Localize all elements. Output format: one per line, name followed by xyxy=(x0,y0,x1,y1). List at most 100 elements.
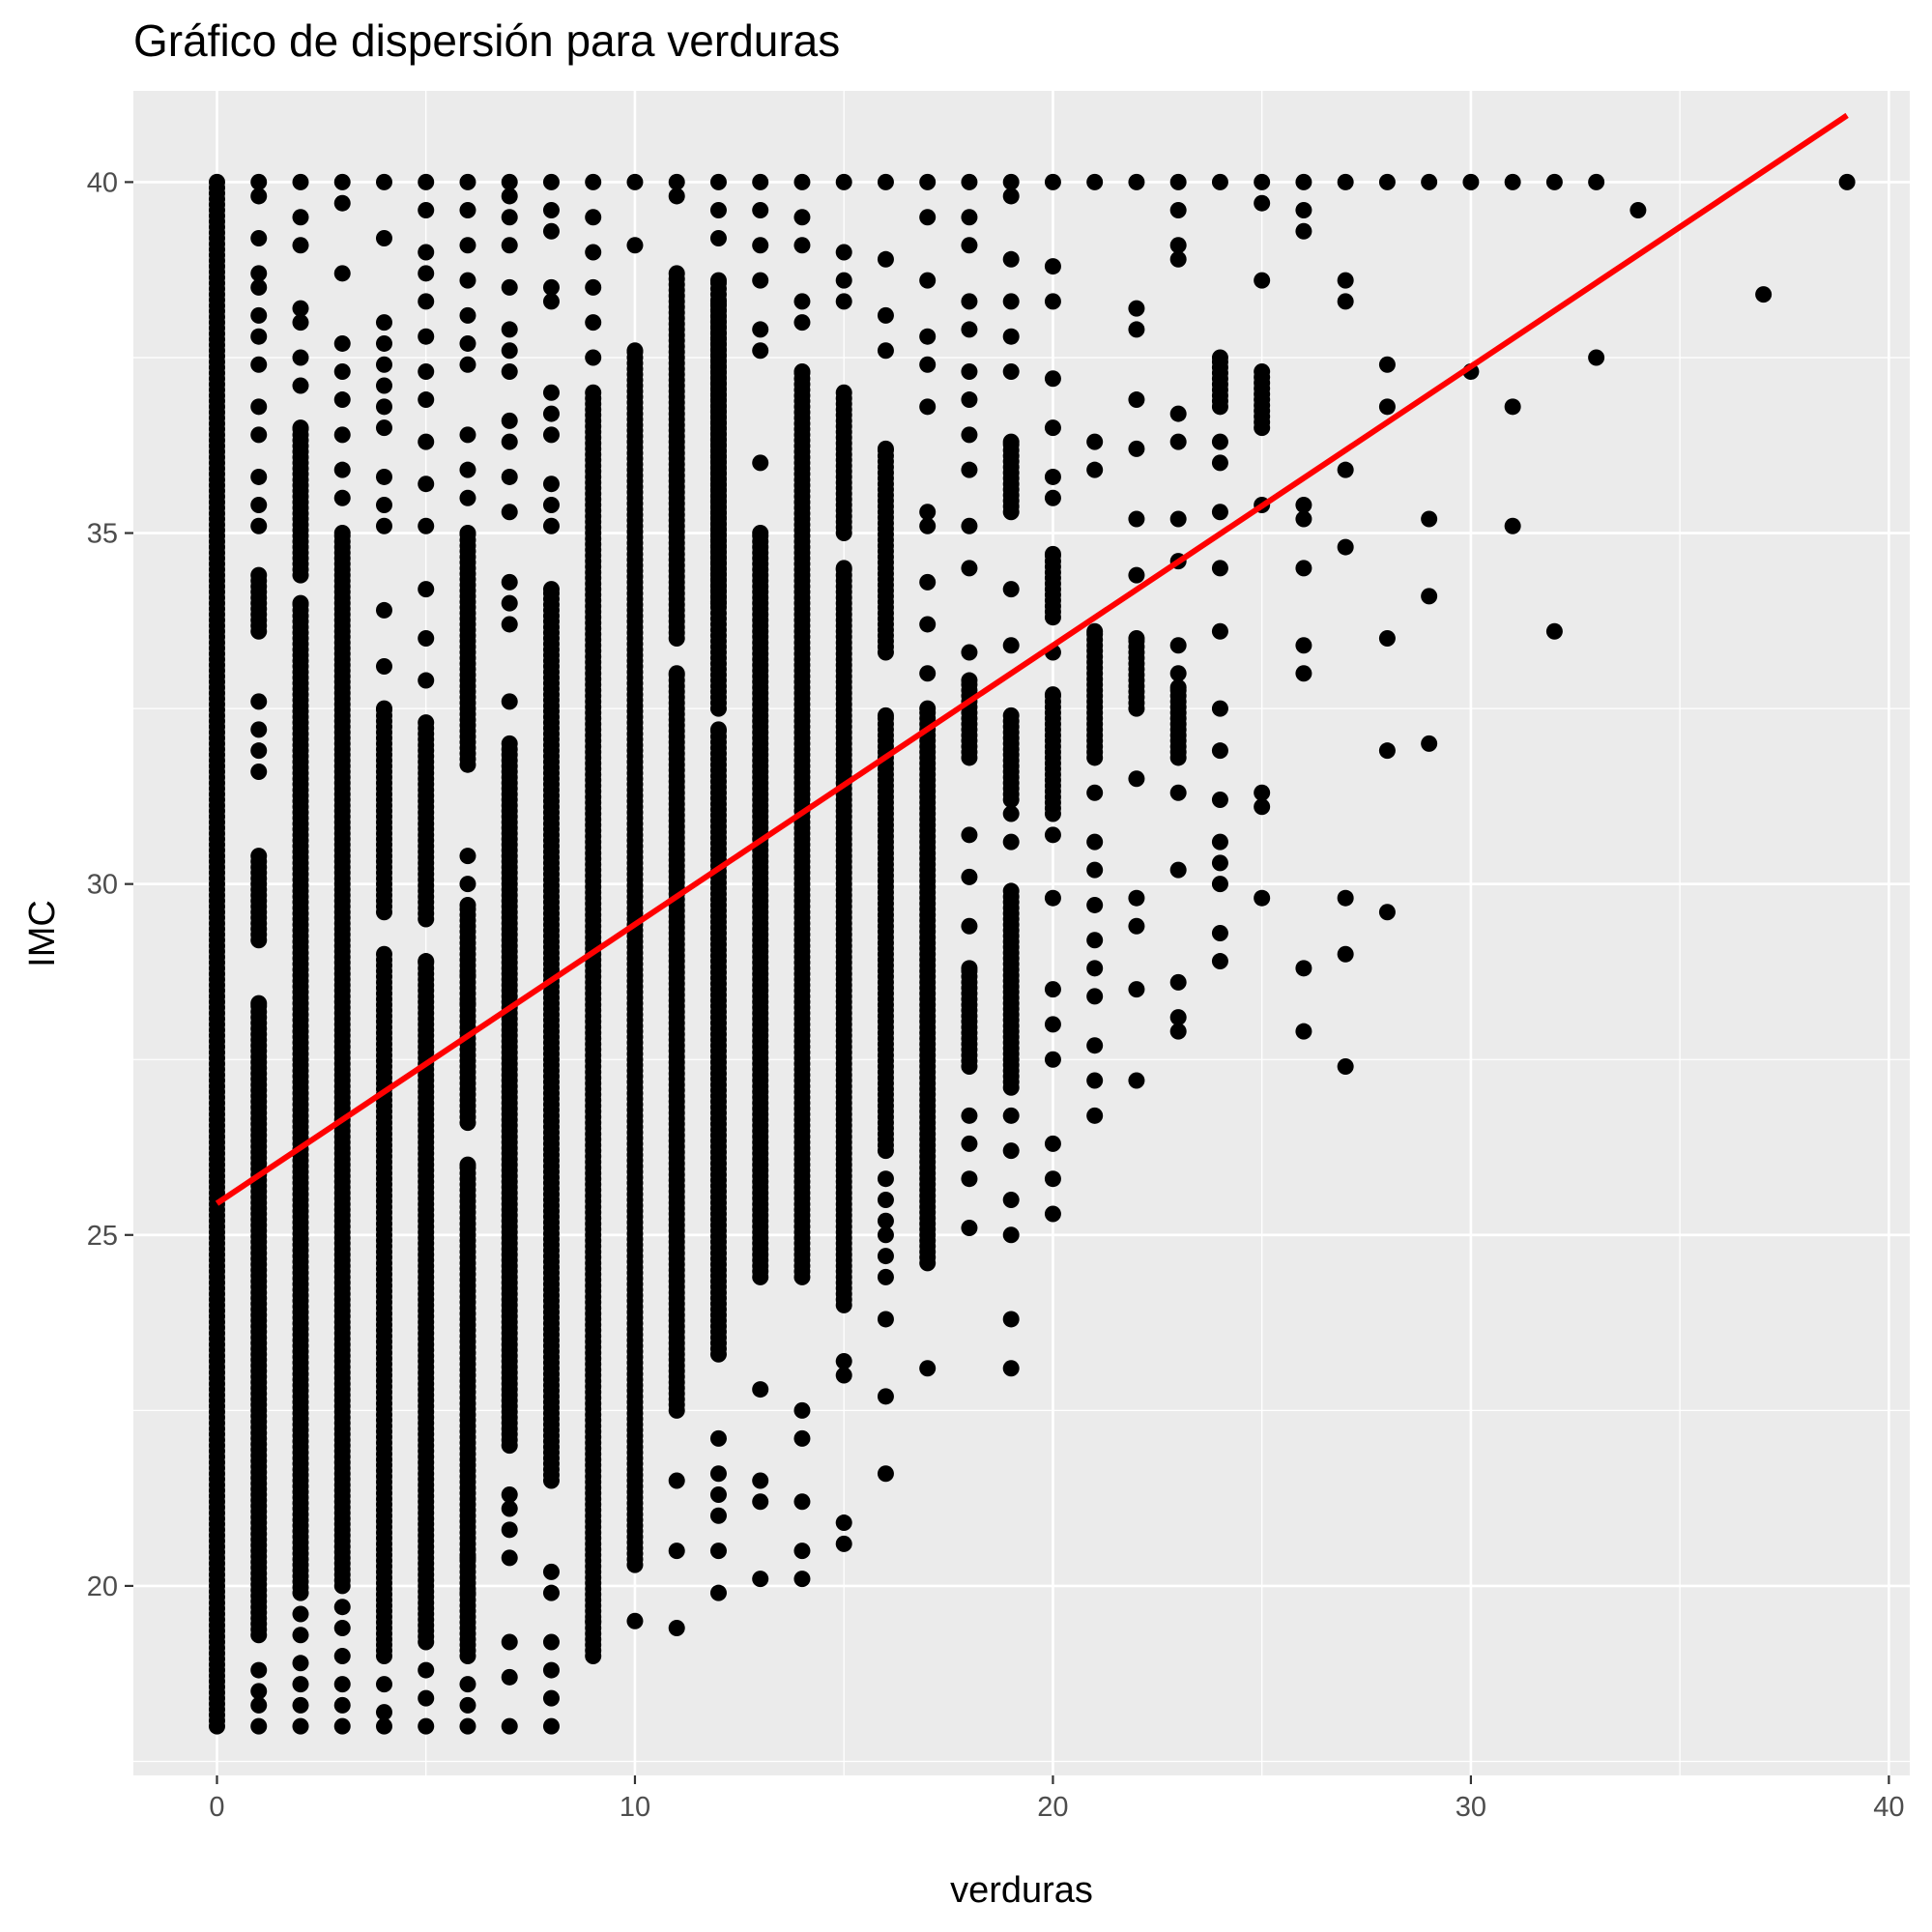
data-point xyxy=(1295,222,1312,240)
data-point xyxy=(1128,629,1145,647)
data-point xyxy=(1295,201,1312,218)
data-point xyxy=(1254,363,1271,380)
data-point xyxy=(877,1191,894,1208)
data-point xyxy=(1211,742,1228,760)
data-point xyxy=(1211,349,1228,366)
data-point xyxy=(1211,622,1228,640)
data-point xyxy=(542,476,560,493)
data-point xyxy=(961,237,978,254)
data-point xyxy=(250,278,268,296)
data-point xyxy=(793,1401,811,1419)
data-point xyxy=(668,1543,685,1560)
data-point xyxy=(250,763,268,780)
data-point xyxy=(292,173,309,190)
data-point xyxy=(1211,833,1228,851)
data-point xyxy=(1629,201,1647,218)
data-point xyxy=(501,573,518,591)
data-point xyxy=(1044,1051,1061,1068)
data-point xyxy=(459,461,476,478)
data-point xyxy=(501,278,518,296)
data-point xyxy=(375,230,392,247)
data-point xyxy=(459,896,476,913)
data-point xyxy=(752,201,769,218)
data-point xyxy=(919,356,937,373)
data-point xyxy=(1169,433,1187,450)
data-point xyxy=(835,1353,852,1370)
data-point xyxy=(709,1543,727,1560)
data-point xyxy=(1169,1023,1187,1040)
data-point xyxy=(333,1717,351,1735)
data-point xyxy=(501,433,518,450)
data-point xyxy=(542,426,560,444)
data-point xyxy=(1169,637,1187,654)
data-point xyxy=(1211,925,1228,941)
data-point xyxy=(668,665,685,682)
data-point xyxy=(1254,889,1271,907)
data-point xyxy=(292,300,309,317)
data-point xyxy=(1002,328,1020,345)
data-point xyxy=(459,173,476,190)
data-point xyxy=(459,1584,476,1601)
data-point xyxy=(250,995,268,1012)
data-point xyxy=(250,566,268,584)
data-point xyxy=(1254,173,1271,190)
data-point xyxy=(1504,517,1521,534)
data-point xyxy=(459,1156,476,1173)
data-point xyxy=(333,334,351,352)
data-point xyxy=(1169,201,1187,218)
data-point xyxy=(626,1612,644,1629)
data-point xyxy=(292,419,309,437)
data-point xyxy=(1086,1037,1104,1054)
data-point xyxy=(542,1661,560,1679)
data-point xyxy=(1002,187,1020,205)
data-point xyxy=(501,693,518,710)
data-point xyxy=(375,517,392,534)
data-point xyxy=(1211,173,1228,190)
data-point xyxy=(877,173,894,190)
data-point xyxy=(1295,510,1312,528)
data-point xyxy=(752,342,769,360)
data-point xyxy=(250,356,268,373)
data-point xyxy=(1295,496,1312,513)
data-point xyxy=(333,525,351,542)
data-point xyxy=(292,1696,309,1714)
data-point xyxy=(250,848,268,865)
y-axis-title: IMC xyxy=(22,900,63,967)
data-point xyxy=(1128,321,1145,338)
data-point xyxy=(1086,1107,1104,1124)
data-point xyxy=(1295,173,1312,190)
data-point xyxy=(418,476,435,493)
data-point xyxy=(459,876,476,893)
data-point xyxy=(250,426,268,444)
data-point xyxy=(1128,566,1145,584)
data-point xyxy=(961,1170,978,1188)
data-point xyxy=(501,363,518,380)
data-point xyxy=(919,1360,937,1377)
data-point xyxy=(501,504,518,521)
data-point xyxy=(375,334,392,352)
data-point xyxy=(542,201,560,218)
data-point xyxy=(752,1381,769,1399)
data-point xyxy=(1838,173,1856,190)
data-point xyxy=(961,917,978,935)
data-point xyxy=(333,426,351,444)
data-point xyxy=(1002,637,1020,654)
data-point xyxy=(542,278,560,296)
data-point xyxy=(961,868,978,885)
data-point xyxy=(1421,588,1438,605)
data-point xyxy=(1002,1360,1020,1377)
data-point xyxy=(877,1170,894,1188)
data-point xyxy=(542,173,560,190)
data-point xyxy=(1086,861,1104,879)
data-point xyxy=(459,1696,476,1714)
data-point xyxy=(919,504,937,521)
data-point xyxy=(793,1571,811,1588)
data-point xyxy=(459,237,476,254)
data-point xyxy=(250,517,268,534)
data-point xyxy=(292,209,309,226)
data-point xyxy=(1588,349,1605,366)
data-point xyxy=(709,1486,727,1503)
data-point xyxy=(585,278,602,296)
data-point xyxy=(1044,293,1061,310)
data-point xyxy=(1044,419,1061,437)
